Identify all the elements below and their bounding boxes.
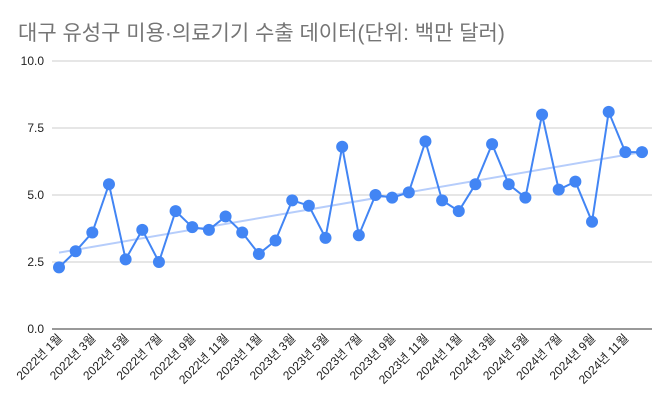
series-line: [58, 108, 642, 269]
chart-title: 대구 유성구 미용·의료기기 수출 데이터(단위: 백만 달러): [18, 22, 505, 45]
data-point: [469, 178, 482, 191]
data-point: [186, 221, 199, 234]
data-point: [286, 194, 299, 207]
data-point: [636, 146, 648, 159]
data-point: [119, 253, 132, 266]
data-point: [386, 191, 399, 204]
data-point: [486, 138, 499, 151]
data-point: [269, 234, 282, 247]
data-point: [53, 261, 65, 274]
data-point: [536, 108, 549, 121]
data-point: [569, 175, 582, 188]
data-point: [236, 226, 249, 239]
data-point: [86, 226, 99, 239]
data-point: [219, 210, 232, 223]
y-tick-label: 5.0: [27, 188, 44, 202]
y-tick-label: 2.5: [27, 255, 44, 269]
data-point: [69, 245, 82, 258]
data-point: [419, 135, 432, 148]
y-tick-label: 10.0: [21, 54, 45, 68]
data-point: [369, 189, 382, 201]
data-point: [586, 215, 599, 228]
data-point: [336, 140, 349, 153]
data-point: [436, 194, 449, 207]
data-point: [352, 229, 365, 242]
data-point: [302, 199, 315, 212]
trendline: [58, 151, 643, 254]
data-point: [202, 223, 215, 236]
data-point: [152, 256, 165, 268]
y-tick-label: 0.0: [27, 322, 44, 336]
data-point: [169, 205, 182, 218]
data-point: [602, 105, 615, 118]
data-point: [136, 223, 149, 236]
data-point: [452, 205, 465, 218]
data-point: [519, 191, 532, 204]
data-point: [319, 231, 332, 244]
data-point: [102, 178, 115, 191]
y-tick-label: 7.5: [27, 121, 44, 135]
data-point: [402, 186, 415, 199]
data-point: [502, 178, 515, 191]
data-point: [619, 146, 632, 159]
data-point: [252, 247, 265, 260]
data-point: [552, 183, 565, 196]
